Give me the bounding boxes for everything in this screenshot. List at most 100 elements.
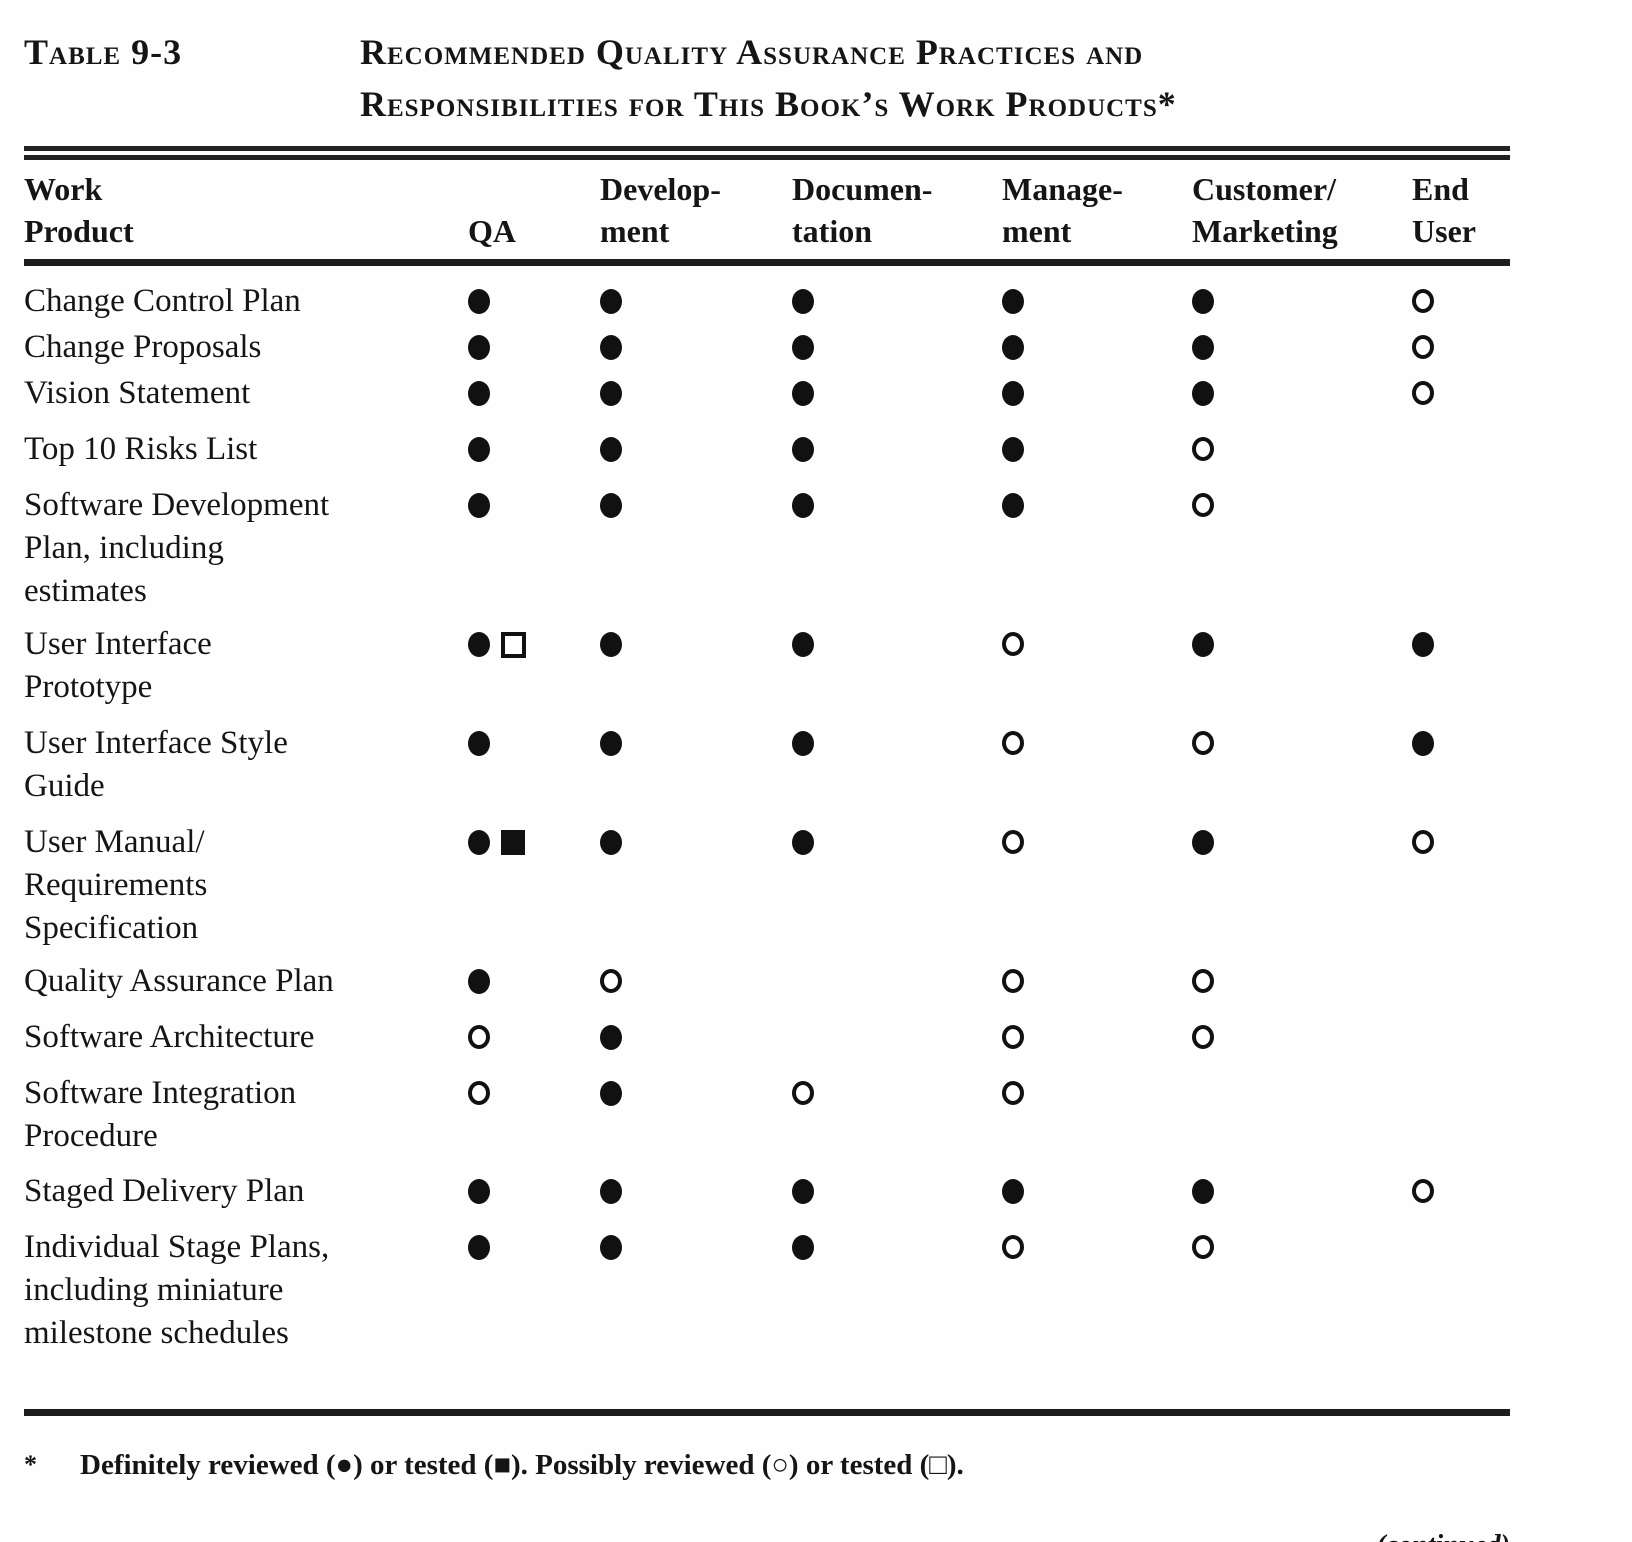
cell-documentation — [792, 821, 1002, 855]
column-header-line: Work — [24, 171, 103, 207]
cell-end-user — [1412, 722, 1510, 756]
cell-documentation — [792, 1226, 1002, 1260]
cell-end-user — [1412, 372, 1510, 405]
cell-qa — [468, 280, 600, 314]
filled-circle-icon — [468, 731, 490, 756]
cell-documentation — [792, 428, 1002, 462]
cell-management — [1002, 1072, 1192, 1105]
filled-circle-icon — [1412, 731, 1434, 756]
filled-circle-icon — [792, 1235, 814, 1260]
cell-end-user — [1412, 428, 1510, 437]
column-header-line: ment — [1002, 213, 1072, 249]
cell-documentation — [792, 280, 1002, 314]
work-product-label-line: Software Architecture — [24, 1019, 315, 1055]
cell-management — [1002, 372, 1192, 406]
table-title-line1: Recommended Quality Assurance Practices … — [360, 32, 1144, 72]
open-circle-icon — [600, 969, 622, 993]
filled-circle-icon — [792, 437, 814, 462]
footnote-text: Definitely reviewed (●) or tested (■). P… — [80, 1449, 964, 1481]
cell-development — [600, 623, 792, 657]
cell-customer-marketing — [1192, 372, 1412, 406]
filled-circle-icon — [600, 632, 622, 657]
filled-circle-icon — [792, 493, 814, 518]
cell-development — [600, 821, 792, 855]
cell-end-user — [1412, 960, 1510, 969]
footnote: * Definitely reviewed (●) or tested (■).… — [24, 1446, 1510, 1484]
cell-qa — [468, 1226, 600, 1260]
work-product-label-line: including miniature — [24, 1272, 284, 1308]
filled-circle-icon — [792, 381, 814, 406]
cell-qa — [468, 722, 600, 756]
cell-management — [1002, 428, 1192, 462]
work-product-label: Staged Delivery Plan — [24, 1170, 468, 1213]
open-circle-icon — [1412, 1179, 1434, 1203]
filled-circle-icon — [792, 731, 814, 756]
cell-development — [600, 326, 792, 360]
work-product-label-line: Quality Assurance Plan — [24, 963, 334, 999]
table-row: Quality Assurance Plan — [24, 960, 1510, 1003]
filled-circle-icon — [1192, 289, 1214, 314]
work-product-label-line: estimates — [24, 573, 147, 609]
work-product-label-line: Plan, including — [24, 530, 224, 566]
work-product-label-line: Guide — [24, 768, 105, 804]
work-product-label: Individual Stage Plans, including miniatu… — [24, 1226, 468, 1355]
cell-customer-marketing — [1192, 280, 1412, 314]
filled-circle-icon — [468, 381, 490, 406]
filled-circle-icon — [792, 1179, 814, 1204]
work-product-label-line: Specification — [24, 910, 199, 946]
cell-documentation — [792, 1016, 1002, 1025]
cell-end-user — [1412, 1226, 1510, 1235]
column-header-development: Develop-ment — [600, 168, 792, 252]
cell-management — [1002, 960, 1192, 993]
cell-customer-marketing — [1192, 1072, 1412, 1081]
filled-circle-icon — [792, 830, 814, 855]
filled-circle-icon — [600, 437, 622, 462]
cell-customer-marketing — [1192, 326, 1412, 360]
continued-note: (continued) — [24, 1530, 1510, 1542]
column-header-line: Documen- — [792, 171, 933, 207]
work-product-label: Quality Assurance Plan — [24, 960, 468, 1003]
cell-documentation — [792, 722, 1002, 756]
column-header-line: tation — [792, 213, 872, 249]
table-title: Recommended Quality Assurance Practices … — [360, 26, 1177, 130]
cell-documentation — [792, 1170, 1002, 1204]
cell-customer-marketing — [1192, 484, 1412, 517]
cell-management — [1002, 1016, 1192, 1049]
column-header-qa: QA — [468, 210, 600, 252]
open-circle-icon — [1412, 830, 1434, 854]
cell-qa — [468, 1072, 600, 1105]
open-circle-icon — [1412, 289, 1434, 313]
open-circle-icon — [468, 1081, 490, 1105]
cell-qa — [468, 623, 600, 658]
filled-circle-icon — [1002, 437, 1024, 462]
cell-documentation — [792, 326, 1002, 360]
cell-end-user — [1412, 280, 1510, 313]
cell-qa — [468, 1170, 600, 1204]
work-product-label-line: Change Control Plan — [24, 283, 301, 319]
cell-qa — [468, 1016, 600, 1049]
table-row: Change Control Plan — [24, 280, 1510, 323]
table-row: Software Integration Procedure — [24, 1072, 1510, 1158]
work-product-label-line: Software Development — [24, 487, 330, 523]
cell-development — [600, 1016, 792, 1050]
filled-circle-icon — [1002, 335, 1024, 360]
filled-circle-icon — [1192, 830, 1214, 855]
work-product-label: Change Proposals — [24, 326, 468, 369]
filled-circle-icon — [600, 1179, 622, 1204]
filled-circle-icon — [792, 289, 814, 314]
work-product-label-line: Vision Statement — [24, 375, 251, 411]
open-circle-icon — [1002, 1081, 1024, 1105]
filled-circle-icon — [1192, 1179, 1214, 1204]
open-circle-icon — [1192, 969, 1214, 993]
footnote-marker: * — [24, 1450, 37, 1479]
work-product-label-line: Requirements — [24, 867, 208, 903]
open-circle-icon — [1192, 1025, 1214, 1049]
open-circle-icon — [468, 1025, 490, 1049]
open-circle-icon — [1002, 1235, 1024, 1259]
table-header-row: Work Product QA Develop-ment Documen-tation M… — [24, 168, 1510, 252]
column-header-line: Manage- — [1002, 171, 1123, 207]
work-product-label-line: Change Proposals — [24, 329, 262, 365]
open-circle-icon — [1002, 1025, 1024, 1049]
filled-square-icon — [501, 830, 525, 855]
